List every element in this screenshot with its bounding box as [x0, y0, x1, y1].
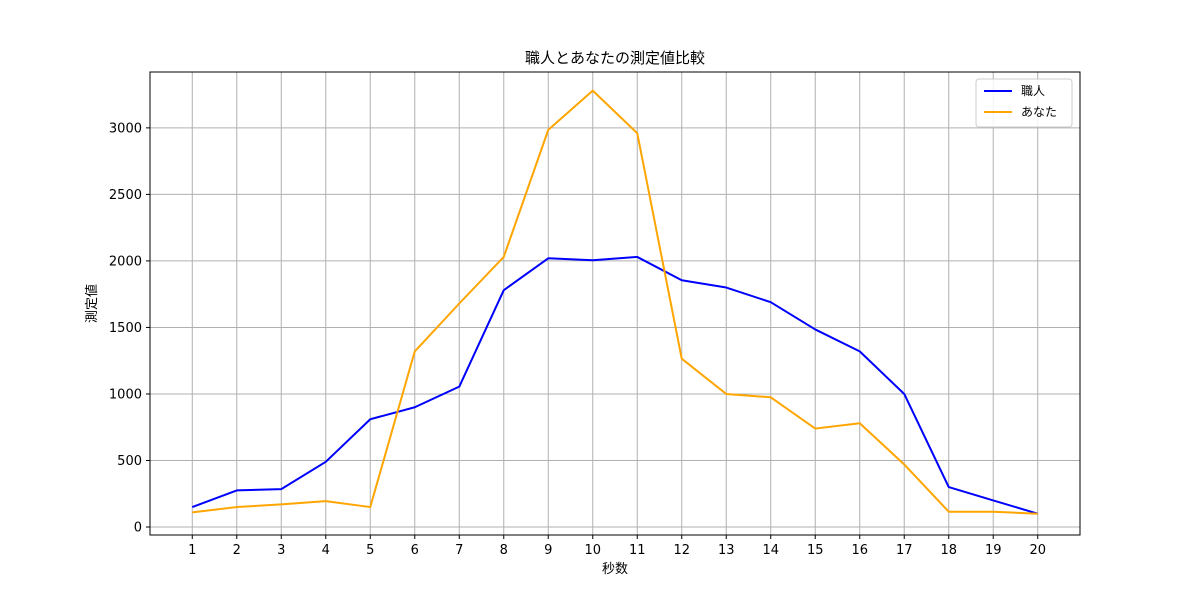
- y-axis-label: 測定値: [84, 284, 100, 323]
- x-tick-label: 1: [188, 543, 196, 558]
- y-tick-label: 2500: [109, 188, 142, 203]
- y-tick-label: 3000: [109, 121, 142, 136]
- x-axis-label: 秒数: [602, 562, 628, 577]
- legend-label: 職人: [1021, 84, 1045, 98]
- x-tick-label: 10: [584, 543, 601, 558]
- grid-layer: [150, 72, 1080, 535]
- x-tick-label: 5: [366, 543, 374, 558]
- y-tick-label: 1000: [109, 387, 142, 402]
- x-tick-label: 3: [277, 543, 285, 558]
- x-tick-label: 16: [851, 543, 868, 558]
- y-tick-label: 1500: [109, 321, 142, 336]
- x-tick-label: 7: [455, 543, 463, 558]
- x-tick-label: 13: [718, 543, 735, 558]
- chart-title: 職人とあなたの測定値比較: [525, 49, 705, 67]
- x-tick-label: 15: [807, 543, 824, 558]
- x-tick-label: 2: [233, 543, 241, 558]
- x-tick-label: 19: [985, 543, 1002, 558]
- plot-frame: [149, 71, 1081, 536]
- legend-label: あなた: [1021, 105, 1057, 119]
- y-tick-label: 0: [134, 521, 142, 536]
- x-tick-label: 14: [762, 543, 779, 558]
- x-tick-label: 6: [411, 543, 419, 558]
- x-tick-label: 4: [322, 543, 330, 558]
- x-tick-label: 18: [940, 543, 957, 558]
- x-tick-label: 8: [500, 543, 508, 558]
- x-tick-label: 9: [544, 543, 552, 558]
- series-layer: [191, 89, 1039, 515]
- x-tick-label: 17: [896, 543, 913, 558]
- ticks-layer: 1 2 3 4 5 6 7 8 9 10 11 12 13 14 15 16 17 18 19 20050010001…: [109, 121, 1046, 558]
- y-tick-label: 2000: [109, 254, 142, 269]
- y-tick-label: 500: [117, 454, 142, 469]
- x-tick-label: 12: [673, 543, 690, 558]
- x-tick-label: 20: [1029, 543, 1046, 558]
- x-tick-label: 11: [629, 543, 646, 558]
- series-line-1: [191, 255, 1039, 515]
- series-line-2: [192, 89, 1038, 515]
